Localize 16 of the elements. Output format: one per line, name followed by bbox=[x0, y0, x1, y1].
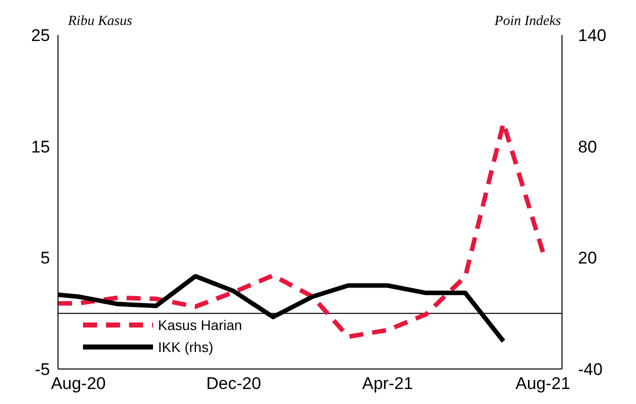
y2-tick-label: -40 bbox=[578, 360, 603, 380]
y-tick-label: 15 bbox=[31, 137, 50, 156]
y2-tick-label: 140 bbox=[578, 26, 606, 46]
legend-label: IKK (rhs) bbox=[158, 339, 214, 355]
x-tick-label: Aug-20 bbox=[50, 374, 106, 394]
y-tick-label: 5 bbox=[40, 248, 50, 268]
y-tick-label: 25 bbox=[31, 26, 50, 46]
x-tick-label: Apr-21 bbox=[362, 374, 414, 394]
x-tick-label: Aug-21 bbox=[515, 374, 570, 394]
legend-label: Kasus Harian bbox=[158, 317, 242, 333]
y-axis-title: Ribu Kasus bbox=[67, 14, 133, 29]
y-tick-label: -5 bbox=[34, 360, 50, 380]
y2-axis-title: Poin Indeks bbox=[494, 14, 562, 29]
y2-tick-label: 80 bbox=[578, 137, 597, 156]
y2-tick-label: 20 bbox=[578, 248, 597, 268]
x-tick-label: Dec-20 bbox=[206, 374, 262, 394]
